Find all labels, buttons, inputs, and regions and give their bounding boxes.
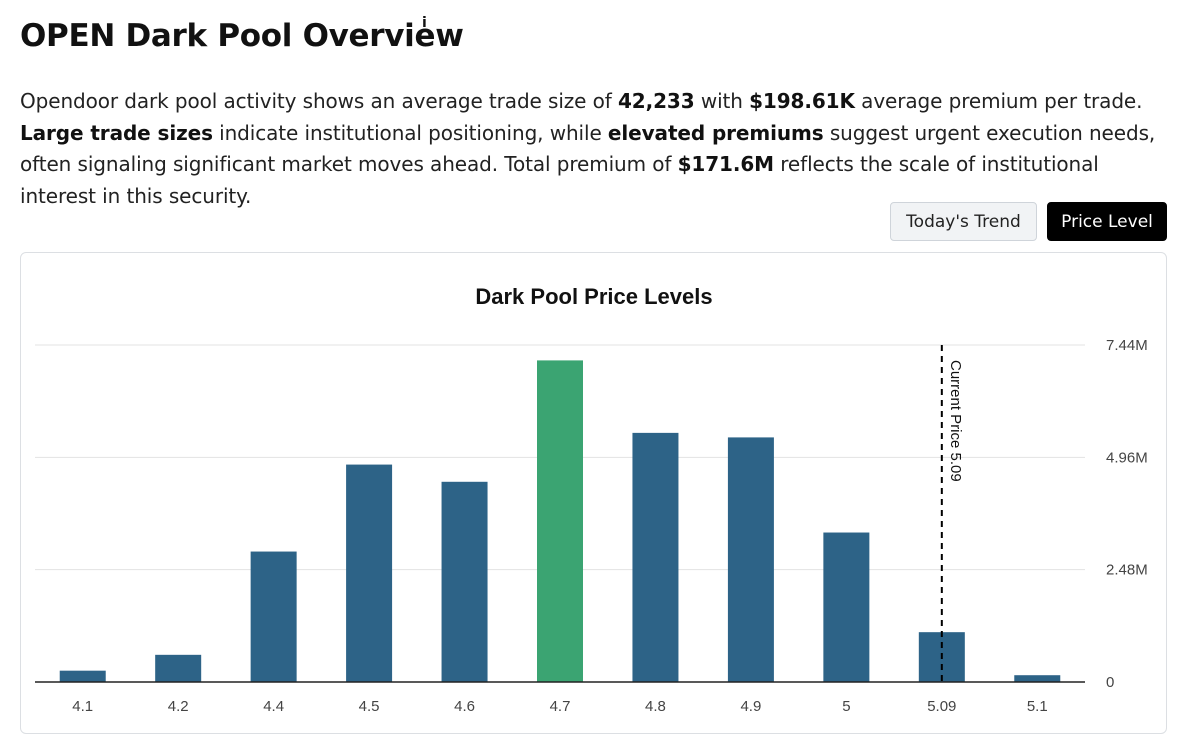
info-icon[interactable]: i: [422, 15, 427, 31]
bar[interactable]: [59, 670, 106, 682]
todays-trend-button[interactable]: Today's Trend: [890, 202, 1037, 241]
avg-premium: $198.61K: [749, 89, 855, 113]
bar[interactable]: [441, 481, 488, 682]
price-level-button[interactable]: Price Level: [1047, 202, 1167, 241]
avg-trade-size: 42,233: [617, 89, 695, 113]
bar[interactable]: [1014, 675, 1061, 682]
bar[interactable]: [155, 654, 202, 682]
description-text: indicate institutional positioning, whil…: [212, 120, 608, 145]
description-text: reflects the scale of institutional inte…: [20, 152, 1099, 208]
bar[interactable]: [918, 632, 965, 682]
bar[interactable]: [346, 464, 393, 682]
elevated-premiums-emphasis: elevated premiums: [607, 120, 824, 145]
page-title: OPEN Dark Pool Overview: [20, 18, 464, 54]
description-text: suggest urgent execution needs, often si…: [20, 120, 1156, 177]
description-text: Opendoor dark pool activity shows an ave…: [20, 89, 618, 113]
total-premium: $171.6M: [677, 152, 774, 176]
large-trade-sizes-emphasis: Large trade sizes: [20, 120, 213, 145]
description: Opendoor dark pool activity shows an ave…: [20, 86, 1160, 212]
description-text: average premium per trade.: [854, 89, 1143, 113]
bar[interactable]: [250, 551, 297, 682]
bar[interactable]: [632, 432, 679, 682]
bar[interactable]: [823, 532, 870, 682]
description-text: with: [694, 89, 750, 113]
bar[interactable]: [537, 360, 583, 682]
bar[interactable]: [727, 437, 774, 682]
chart-card: [20, 252, 1167, 734]
